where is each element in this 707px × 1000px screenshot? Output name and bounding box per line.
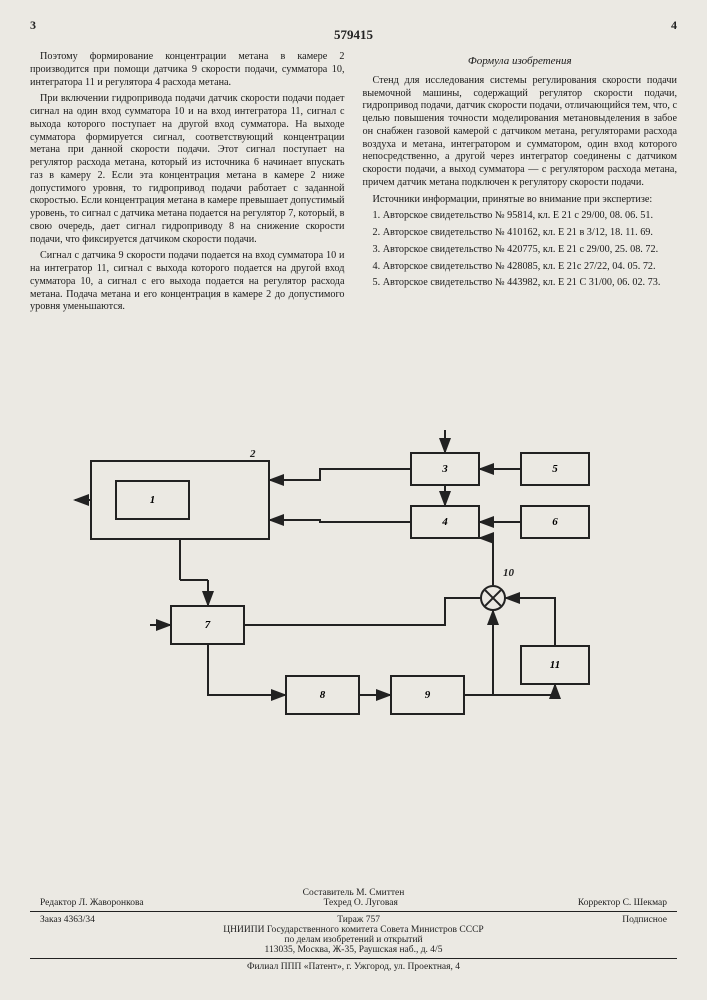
block-9-label: 9	[425, 689, 431, 701]
block-5: 5	[520, 452, 590, 486]
footer: Составитель М. Смиттен Редактор Л. Жавор…	[30, 888, 677, 972]
block-11-label: 11	[550, 659, 560, 671]
block-7-label: 7	[205, 619, 211, 631]
ref: 2. Авторское свидетельство № 410162, кл.…	[363, 227, 678, 240]
credits-line: Редактор Л. Жаворонкова Техред О. Лугова…	[30, 898, 677, 908]
addr1: 113035, Москва, Ж-35, Раушская наб., д. …	[30, 945, 677, 955]
block-2-label: 2	[250, 448, 256, 460]
order: Заказ 4363/34	[40, 915, 95, 925]
block-6-label: 6	[552, 516, 558, 528]
tirage: Тираж 757	[337, 915, 380, 925]
page-num-left: 3	[30, 18, 36, 33]
left-column: Поэтому формирование концентрации метана…	[30, 51, 345, 318]
block-3-label: 3	[442, 463, 448, 475]
corrector: Корректор С. Шекмар	[578, 898, 667, 908]
ref: 4. Авторское свидетельство № 428085, кл.…	[363, 261, 678, 274]
summator-10	[480, 585, 506, 611]
block-6: 6	[520, 505, 590, 539]
summator-10-label: 10	[503, 567, 514, 579]
block-1-label: 1	[150, 494, 156, 506]
ref: 1. Авторское свидетельство № 95814, кл. …	[363, 210, 678, 223]
ref: 3. Авторское свидетельство № 420775, кл.…	[363, 244, 678, 257]
block-5-label: 5	[552, 463, 558, 475]
block-8: 8	[285, 675, 360, 715]
right-column: Формула изобретения Стенд для исследован…	[363, 51, 678, 318]
page: 3 4 579415 Поэтому формирование концентр…	[0, 0, 707, 1000]
block-1: 1	[115, 480, 190, 520]
techred: Техред О. Луговая	[324, 898, 398, 908]
refs-title: Источники информации, принятые во вниман…	[363, 194, 678, 207]
block-8-label: 8	[320, 689, 326, 701]
rule	[30, 911, 677, 912]
para: При включении гидропривода подачи датчик…	[30, 93, 345, 246]
editor: Редактор Л. Жаворонкова	[40, 898, 144, 908]
org2: по делам изобретений и открытий	[30, 935, 677, 945]
block-7: 7	[170, 605, 245, 645]
doc-number: 579415	[30, 27, 677, 43]
ref: 5. Авторское свидетельство № 443982, кл.…	[363, 277, 678, 290]
order-line: Заказ 4363/34 Тираж 757 Подписное	[30, 915, 677, 925]
block-4-label: 4	[442, 516, 448, 528]
para: Поэтому формирование концентрации метана…	[30, 51, 345, 89]
rule	[30, 958, 677, 959]
block-4: 4	[410, 505, 480, 539]
block-diagram: 2 1 3 5 4 6 7 8 9 11 10	[60, 430, 640, 760]
page-num-right: 4	[671, 18, 677, 33]
block-11: 11	[520, 645, 590, 685]
para: Сигнал с датчика 9 скорости подачи подае…	[30, 250, 345, 314]
addr2: Филиал ППП «Патент», г. Ужгород, ул. Про…	[30, 962, 677, 972]
block-3: 3	[410, 452, 480, 486]
formula-title: Формула изобретения	[363, 55, 678, 69]
org1: ЦНИИПИ Государственного комитета Совета …	[30, 925, 677, 935]
compiler: Составитель М. Смиттен	[30, 888, 677, 898]
text-columns: Поэтому формирование концентрации метана…	[30, 51, 677, 318]
para: Стенд для исследования системы регулиров…	[363, 75, 678, 190]
block-9: 9	[390, 675, 465, 715]
subscription: Подписное	[622, 915, 667, 925]
